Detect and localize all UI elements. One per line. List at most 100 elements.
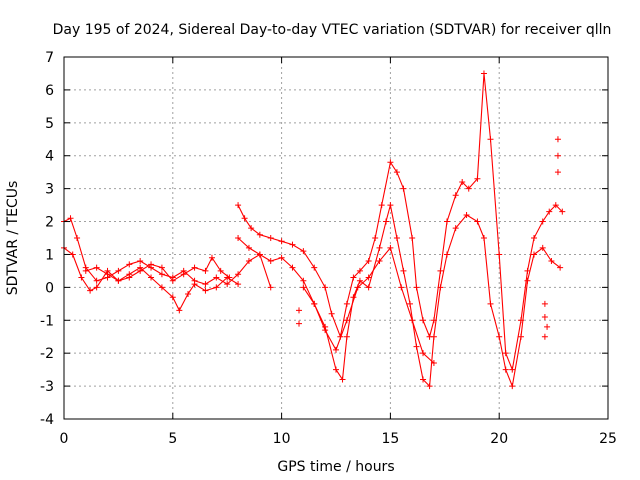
data-point xyxy=(311,300,318,307)
data-point xyxy=(365,284,372,291)
x-tick-label: 25 xyxy=(599,431,617,447)
data-point xyxy=(452,192,459,199)
y-tick-label: -4 xyxy=(40,412,54,428)
data-point xyxy=(531,251,538,258)
data-point xyxy=(430,360,437,367)
data-point xyxy=(248,225,255,232)
data-point xyxy=(300,284,307,291)
data-point xyxy=(245,244,252,251)
outlier-point xyxy=(541,333,548,340)
x-tick-label: 15 xyxy=(381,431,399,447)
data-point xyxy=(356,267,363,274)
data-point xyxy=(420,317,427,324)
data-point xyxy=(437,284,444,291)
data-point xyxy=(67,215,74,222)
plot-area xyxy=(61,70,566,390)
outlier-point xyxy=(296,307,303,314)
x-tick-label: 5 xyxy=(168,431,177,447)
data-point xyxy=(104,271,111,278)
data-point xyxy=(339,376,346,383)
data-point xyxy=(517,333,524,340)
data-point xyxy=(406,300,413,307)
data-point xyxy=(93,264,100,271)
data-point xyxy=(82,267,89,274)
data-point xyxy=(333,346,339,353)
axis-ticks: 0 5 10 15 20 25 -4 -3 -2 -1 0 1 2 3 4 5 6 7 xyxy=(40,50,617,447)
data-point xyxy=(115,277,122,284)
data-point xyxy=(235,235,242,241)
data-point xyxy=(322,284,329,291)
data-point xyxy=(202,287,209,294)
data-point xyxy=(552,202,559,209)
data-point xyxy=(465,185,472,192)
data-point xyxy=(387,244,394,251)
data-point xyxy=(350,274,357,281)
data-point xyxy=(300,248,307,255)
data-point xyxy=(443,251,450,258)
data-point xyxy=(539,218,546,225)
data-point xyxy=(546,208,553,215)
y-tick-label: 5 xyxy=(45,116,54,132)
y-tick-label: -3 xyxy=(40,379,54,395)
data-point xyxy=(487,136,494,143)
data-point xyxy=(383,218,390,225)
data-point xyxy=(235,202,242,209)
data-point xyxy=(393,235,400,241)
data-point xyxy=(241,215,248,222)
data-point xyxy=(387,159,394,166)
data-point xyxy=(398,284,405,291)
y-tick-label: -2 xyxy=(40,346,54,362)
data-point xyxy=(311,264,318,271)
data-point xyxy=(333,366,339,373)
data-point xyxy=(169,277,176,284)
data-point xyxy=(191,264,198,271)
data-point xyxy=(115,267,122,274)
data-point xyxy=(557,264,564,271)
outlier-point xyxy=(541,300,548,307)
data-point xyxy=(393,169,400,176)
data-point xyxy=(365,258,372,265)
data-point xyxy=(480,70,487,77)
data-point xyxy=(245,258,252,265)
y-tick-label: 6 xyxy=(45,83,54,99)
data-point xyxy=(87,287,94,294)
data-point xyxy=(400,185,407,192)
x-tick-label: 0 xyxy=(60,431,69,447)
data-point xyxy=(443,218,450,225)
data-point xyxy=(343,300,350,307)
data-point xyxy=(185,290,192,297)
data-point xyxy=(74,235,81,241)
data-point xyxy=(474,218,481,225)
data-point xyxy=(437,267,444,274)
y-tick-label: 7 xyxy=(45,50,54,66)
data-point xyxy=(509,366,516,373)
y-tick-label: 1 xyxy=(45,247,54,263)
data-point xyxy=(137,267,144,274)
data-point xyxy=(463,211,470,218)
data-point xyxy=(267,235,274,241)
data-point xyxy=(300,277,307,284)
data-point xyxy=(376,258,383,265)
data-point xyxy=(148,274,155,281)
data-point xyxy=(93,277,100,284)
series-sat-track-e xyxy=(235,202,564,390)
data-point xyxy=(559,208,566,215)
data-point xyxy=(213,274,220,281)
data-point xyxy=(202,281,209,288)
data-point xyxy=(137,258,144,265)
data-point xyxy=(474,175,481,182)
data-point xyxy=(502,366,509,373)
outlier-point xyxy=(554,152,561,159)
data-point xyxy=(148,261,155,268)
data-point xyxy=(191,281,198,288)
data-point xyxy=(409,317,416,324)
data-point xyxy=(378,202,385,209)
data-point xyxy=(126,261,133,268)
y-tick-label: 3 xyxy=(45,182,54,198)
data-point xyxy=(452,225,459,232)
data-point xyxy=(356,277,363,284)
data-point xyxy=(548,258,555,265)
data-point xyxy=(278,238,285,245)
x-tick-label: 20 xyxy=(490,431,508,447)
data-point xyxy=(158,284,165,291)
